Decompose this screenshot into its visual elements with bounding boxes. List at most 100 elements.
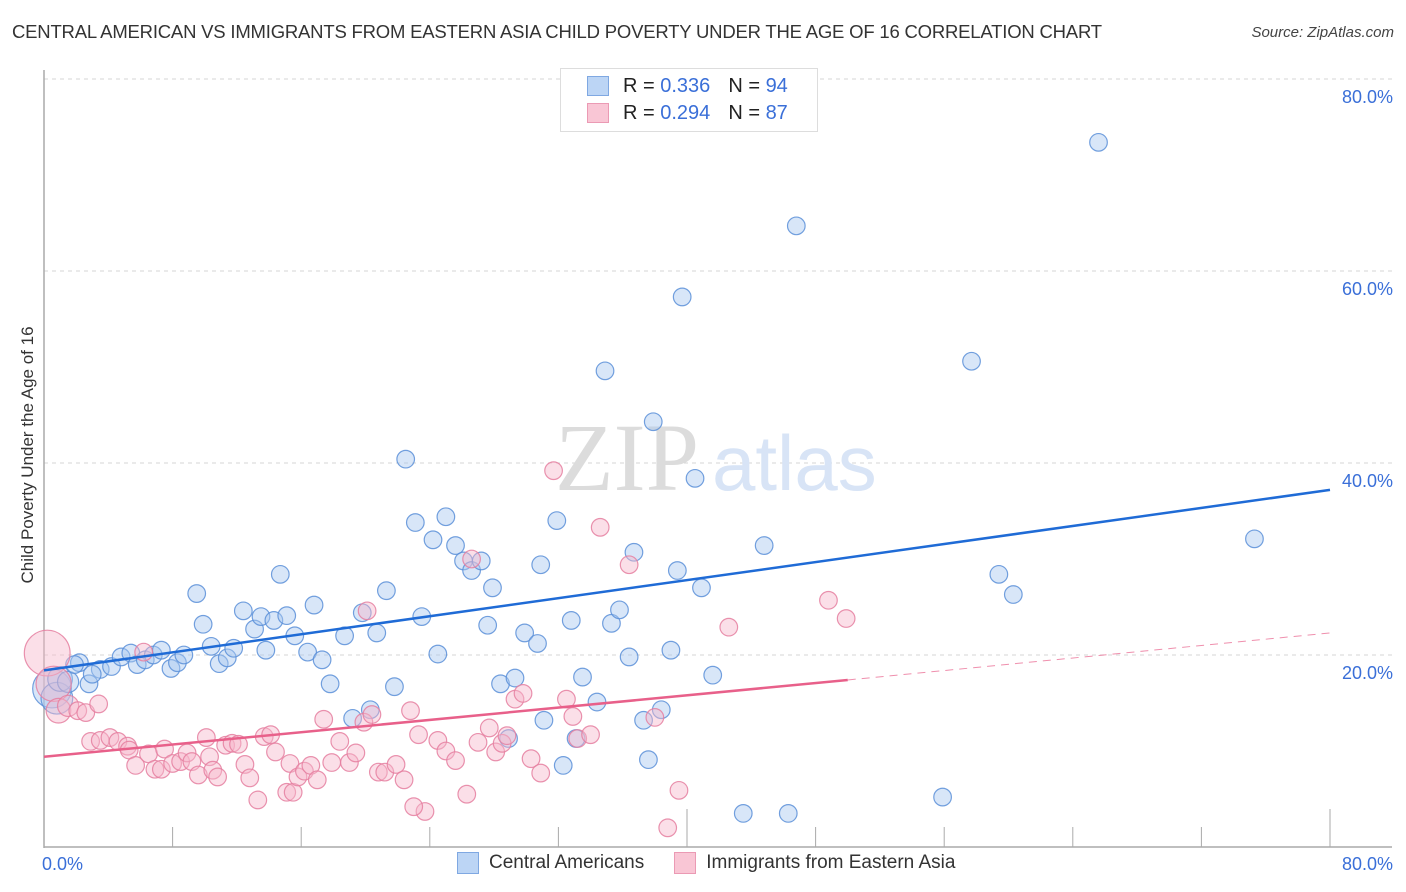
data-point-central-americans xyxy=(661,640,681,660)
data-point-central-americans xyxy=(304,595,324,615)
data-point-central-americans xyxy=(610,600,629,620)
data-point-immigrants-eastern-asia xyxy=(409,725,428,745)
data-point-central-americans xyxy=(505,668,525,688)
data-point-immigrants-eastern-asia xyxy=(346,743,366,763)
r-label: R = xyxy=(623,101,655,124)
data-point-immigrants-eastern-asia xyxy=(81,732,101,751)
data-point-immigrants-eastern-asia xyxy=(581,725,600,745)
data-point-immigrants-eastern-asia xyxy=(497,726,517,746)
trend-line-immigrants-eastern-asia xyxy=(43,678,848,759)
data-point-central-americans xyxy=(47,666,73,692)
data-point-central-americans xyxy=(639,750,658,770)
y-axis-label: Child Poverty Under the Age of 16 xyxy=(18,326,37,584)
legend-item-immigrants-eastern-asia: Immigrants from Eastern Asia xyxy=(674,852,955,874)
data-point-central-americans xyxy=(528,634,547,653)
x-tick-label: 0.0% xyxy=(42,854,83,874)
data-point-central-americans xyxy=(587,692,607,712)
data-point-immigrants-eastern-asia xyxy=(401,701,420,721)
data-point-immigrants-eastern-asia xyxy=(322,753,342,772)
grid-lines xyxy=(44,78,1392,656)
legend-label: Immigrants from Eastern Asia xyxy=(706,852,956,873)
data-point-central-americans xyxy=(82,664,102,684)
data-point-central-americans xyxy=(561,611,581,630)
data-point-immigrants-eastern-asia xyxy=(76,703,96,722)
data-point-immigrants-eastern-asia xyxy=(145,759,165,779)
correlation-legend: R = 0.336 N = 94 R = 0.294 N = 87 xyxy=(560,68,818,132)
data-point-immigrants-eastern-asia xyxy=(462,549,481,569)
series-central-americans xyxy=(32,132,1264,823)
data-point-immigrants-eastern-asia xyxy=(126,756,146,775)
tick-labels: 20.0% 40.0% 60.0% 80.0% 0.0% 80.0% xyxy=(42,87,1393,874)
data-point-immigrants-eastern-asia xyxy=(645,708,665,727)
y-tick-label: 60.0% xyxy=(1342,279,1393,299)
data-point-central-americans xyxy=(376,581,396,601)
data-point-central-americans xyxy=(573,667,592,687)
data-point-immigrants-eastern-asia xyxy=(208,767,228,787)
data-point-central-americans xyxy=(643,412,663,432)
data-point-immigrants-eastern-asia xyxy=(619,555,639,575)
r-value: 0.336 xyxy=(660,74,711,97)
data-point-immigrants-eastern-asia xyxy=(468,732,488,752)
y-tick-label: 20.0% xyxy=(1342,663,1393,683)
watermark: ZIP atlas xyxy=(555,404,877,511)
data-point-central-americans xyxy=(553,756,573,775)
data-point-central-americans xyxy=(531,555,551,575)
data-point-immigrants-eastern-asia xyxy=(56,694,80,718)
data-point-immigrants-eastern-asia xyxy=(277,782,297,802)
y-tick-label: 40.0% xyxy=(1342,471,1393,491)
data-point-immigrants-eastern-asia xyxy=(531,763,551,783)
data-point-central-americans xyxy=(405,513,425,532)
data-point-immigrants-eastern-asia xyxy=(188,765,208,785)
source-label: Source: ZipAtlas.com xyxy=(1251,24,1394,41)
data-point-immigrants-eastern-asia xyxy=(563,707,583,726)
data-point-immigrants-eastern-asia xyxy=(669,780,689,800)
data-point-immigrants-eastern-asia xyxy=(836,609,856,628)
legend-label: Central Americans xyxy=(489,852,645,873)
data-point-immigrants-eastern-asia xyxy=(404,797,424,817)
data-point-central-americans xyxy=(256,640,276,660)
data-point-central-americans xyxy=(396,449,416,469)
x-tick-label: 80.0% xyxy=(1342,854,1393,874)
watermark-zip: ZIP xyxy=(555,404,699,511)
data-point-immigrants-eastern-asia xyxy=(394,770,414,790)
series-immigrants-eastern-asia xyxy=(23,461,856,838)
data-point-immigrants-eastern-asia xyxy=(544,461,563,481)
data-point-central-americans xyxy=(233,601,253,621)
data-point-central-americans xyxy=(685,468,705,488)
legend-row-immigrants-eastern-asia: R = 0.294 N = 87 xyxy=(587,101,788,125)
data-point-central-americans xyxy=(667,561,687,580)
n-label: N = xyxy=(728,101,760,124)
watermark-atlas: atlas xyxy=(712,419,877,507)
chart-title: CENTRAL AMERICAN VS IMMIGRANTS FROM EAST… xyxy=(12,21,1102,42)
trend-lines xyxy=(43,488,1331,759)
data-point-central-americans xyxy=(989,564,1009,584)
data-point-immigrants-eastern-asia xyxy=(513,684,533,703)
data-point-central-americans xyxy=(778,804,798,823)
data-point-immigrants-eastern-asia xyxy=(89,694,109,714)
data-point-central-americans xyxy=(385,677,404,697)
data-point-central-americans xyxy=(298,642,318,662)
data-point-central-americans xyxy=(491,674,510,694)
data-point-central-americans xyxy=(436,507,456,527)
data-point-immigrants-eastern-asia xyxy=(151,759,171,779)
data-point-immigrants-eastern-asia xyxy=(307,770,327,790)
data-point-immigrants-eastern-asia xyxy=(386,755,406,774)
data-point-central-americans xyxy=(547,511,567,530)
data-point-immigrants-eastern-asia xyxy=(521,749,541,769)
data-point-immigrants-eastern-asia xyxy=(23,629,71,677)
pink-swatch-icon xyxy=(674,852,697,874)
data-point-central-americans xyxy=(312,650,332,670)
data-point-central-americans xyxy=(619,647,639,667)
data-point-central-americans xyxy=(320,674,340,694)
data-point-central-americans xyxy=(672,287,692,307)
data-point-central-americans xyxy=(428,644,448,664)
n-value: 87 xyxy=(765,101,788,124)
data-point-central-americans xyxy=(483,578,502,598)
pink-swatch-icon xyxy=(587,103,609,123)
legend-item-central-americans: Central Americans xyxy=(457,852,644,874)
data-point-central-americans xyxy=(515,623,535,643)
data-point-immigrants-eastern-asia xyxy=(362,705,382,724)
data-point-immigrants-eastern-asia xyxy=(368,762,388,782)
data-point-central-americans xyxy=(534,710,554,730)
